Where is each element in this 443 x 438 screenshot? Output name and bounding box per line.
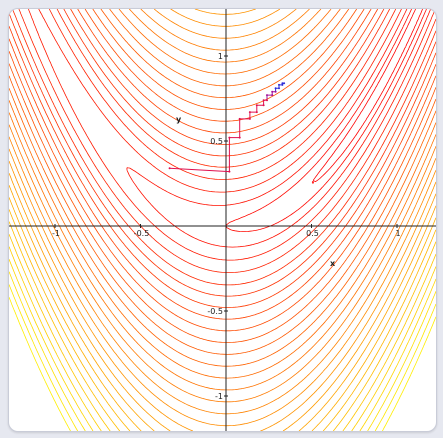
path-point (262, 99, 265, 102)
path-point (168, 167, 171, 170)
contour-level (9, 297, 436, 431)
x-axis-label: x (330, 259, 336, 268)
descent-path (168, 82, 286, 173)
y-tick-label: 1 (218, 52, 223, 61)
contour-level (9, 172, 436, 431)
contour-level (9, 185, 436, 431)
path-point (271, 94, 274, 97)
ticks: -1 -0.5 0.5 1 1 0.5 -0.5 -1 (52, 52, 401, 401)
contour-level (9, 271, 436, 431)
path-point (266, 99, 268, 102)
path-point (238, 117, 241, 120)
path-point (271, 90, 274, 93)
path-point (274, 87, 277, 90)
contour-level (9, 9, 436, 308)
x-tick-label: -0.5 (134, 229, 150, 238)
contour-level (9, 284, 436, 431)
contour-level (9, 9, 436, 431)
contour-level (9, 209, 436, 431)
path-point (238, 136, 241, 139)
path-segment (169, 167, 230, 173)
path-point (228, 170, 231, 173)
y-tick-label: -0.5 (207, 307, 223, 316)
x-tick-label: -1 (52, 229, 60, 238)
contour-level (12, 9, 436, 286)
plot-frame: -1 -0.5 0.5 1 1 0.5 -0.5 -1 x y (8, 8, 437, 432)
path-point (255, 104, 258, 107)
contour-level (9, 9, 436, 367)
x-tick-label: 1 (395, 229, 400, 238)
path-point (281, 83, 284, 86)
contour-level (18, 9, 436, 273)
contour-level (9, 221, 436, 431)
path-point (283, 82, 286, 85)
contour-level (9, 9, 436, 391)
path-point (248, 117, 251, 120)
x-tick-label: 0.5 (306, 229, 319, 238)
contour-level (9, 246, 436, 431)
y-tick-label: 0.5 (210, 137, 223, 146)
contour-level (9, 9, 436, 332)
contour-level (9, 9, 436, 403)
contour-level (9, 233, 436, 431)
contour-level (9, 9, 436, 379)
contour-level (9, 9, 436, 415)
path-point (262, 104, 265, 107)
path-point (278, 83, 280, 86)
contour-plot: -1 -0.5 0.5 1 1 0.5 -0.5 -1 x y (9, 9, 436, 431)
contour-level (9, 197, 436, 431)
contour-level (9, 258, 436, 431)
path-point (281, 82, 284, 85)
axis-labels: x y (176, 115, 336, 268)
contour-level (126, 9, 432, 248)
contour-level (9, 9, 436, 297)
path-point (278, 87, 280, 90)
contour-level (9, 9, 436, 343)
path-point (228, 136, 231, 139)
contour-lines (9, 9, 436, 431)
contour-level (9, 9, 436, 355)
y-tick-label: -1 (215, 392, 223, 401)
contour-level (311, 9, 423, 184)
contour-level (225, 9, 427, 232)
path-point (266, 94, 268, 97)
contour-level (28, 9, 436, 261)
y-axis-label: y (176, 115, 182, 124)
path-point (255, 111, 258, 114)
contour-level (9, 9, 436, 427)
contour-level (9, 9, 436, 320)
path-point (274, 90, 277, 93)
axes (9, 9, 436, 431)
path-point (248, 111, 251, 114)
